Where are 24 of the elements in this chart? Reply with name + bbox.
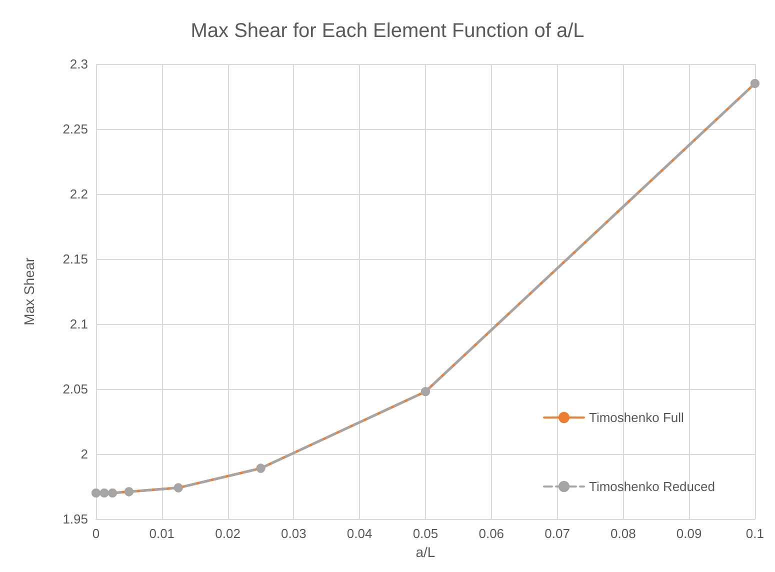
y-tick-label: 2.15: [62, 252, 88, 266]
y-tick-label: 1.95: [62, 512, 88, 526]
legend-label: Timoshenko Reduced: [589, 479, 715, 494]
y-tick-label: 2: [80, 446, 88, 462]
y-tick-label: 2.25: [62, 122, 88, 136]
x-tick-label: 0.06: [478, 526, 504, 541]
x-tick-label: 0.04: [346, 526, 372, 541]
x-tick-label: 0.09: [676, 526, 702, 541]
y-tick-label: 2.3: [70, 56, 88, 72]
y-tick-label: 2.2: [70, 186, 88, 202]
y-tick-label: 2.05: [62, 382, 88, 396]
x-tick-label: 0.05: [412, 526, 438, 541]
y-axis-title: Max Shear: [21, 257, 37, 326]
x-tick-label: 0.08: [610, 526, 636, 541]
x-tick-label: 0.03: [281, 526, 306, 541]
y-tick-label: 2.1: [70, 316, 88, 332]
x-tick-label: 0.1: [746, 526, 764, 541]
x-tick-label: 0.07: [544, 526, 570, 541]
x-tick-label: 0: [92, 526, 100, 541]
chart-title: Max Shear for Each Element Function of a/L: [190, 20, 584, 42]
x-tick-label: 0.01: [149, 526, 175, 541]
x-axis-title: a/L: [416, 544, 436, 560]
legend-label: Timoshenko Full: [589, 410, 684, 425]
x-tick-label: 0.02: [215, 526, 240, 541]
